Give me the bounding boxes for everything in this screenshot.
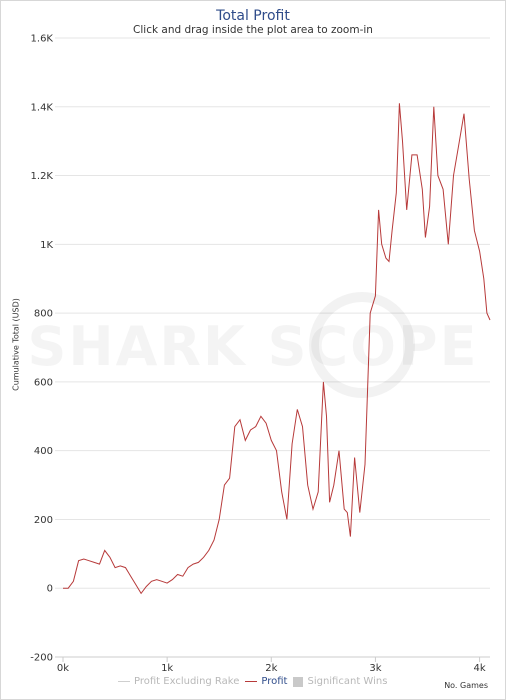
y-tick-label: 1.6K xyxy=(31,34,54,45)
legend-item-profit-excl-rake[interactable]: Profit Excluding Rake xyxy=(118,676,239,687)
y-tick-label: 1.2K xyxy=(31,171,54,182)
legend-label-profit-excl-rake: Profit Excluding Rake xyxy=(134,676,240,687)
y-tick-label: -200 xyxy=(30,653,53,664)
legend: Profit Excluding Rake Profit Significant… xyxy=(118,676,387,687)
legend-item-profit[interactable]: Profit xyxy=(245,676,287,687)
legend-swatch-significant-wins xyxy=(293,676,304,687)
x-axis-ticks: 0k 1k 2k 3k 4k xyxy=(57,657,486,674)
y-axis-ticks: -200 0 200 400 600 800 1K 1.2K 1.4K 1.6K xyxy=(30,34,53,664)
x-tick-label: 2k xyxy=(265,663,277,674)
y-tick-label: 200 xyxy=(34,515,53,526)
profit-series-line xyxy=(63,103,491,595)
x-tick-label: 4k xyxy=(474,663,486,674)
x-tick-label: 3k xyxy=(369,663,381,674)
y-tick-label: 800 xyxy=(34,309,53,320)
gridlines xyxy=(55,37,490,658)
y-tick-label: 400 xyxy=(34,446,53,457)
x-tick-label: 1k xyxy=(161,663,173,674)
y-tick-label: 1.4K xyxy=(31,102,54,113)
chart-title: Total Profit xyxy=(216,8,290,24)
legend-label-significant-wins: Significant Wins xyxy=(307,676,388,687)
x-axis-label: No. Games xyxy=(444,681,488,690)
watermark: SHARK SCOPE xyxy=(28,315,479,378)
legend-swatch-profit-excl-rake xyxy=(118,681,130,682)
y-axis-label: Cumulative Total (USD) xyxy=(11,298,21,391)
y-tick-label: 0 xyxy=(47,584,53,595)
chart-subtitle: Click and drag inside the plot area to z… xyxy=(133,24,373,36)
legend-label-profit: Profit xyxy=(261,676,288,687)
y-tick-label: 1K xyxy=(40,240,53,251)
x-tick-label: 0k xyxy=(57,663,69,674)
y-tick-label: 600 xyxy=(34,377,53,388)
watermark-ring xyxy=(309,292,415,398)
legend-item-significant-wins[interactable]: Significant Wins xyxy=(293,676,387,687)
legend-swatch-profit xyxy=(245,681,258,682)
